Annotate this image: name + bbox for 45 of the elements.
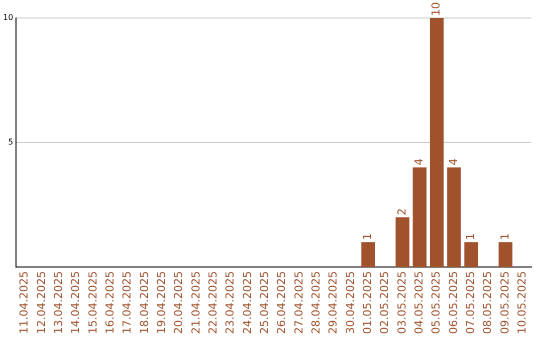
data-label: 1 [464, 233, 478, 240]
x-tick-label: 11.04.2025 [18, 271, 31, 334]
x-tick-label: 03.05.2025 [395, 271, 408, 334]
bar [396, 217, 410, 268]
data-label: 1 [498, 233, 512, 240]
bar [412, 167, 427, 268]
x-tick-label: 17.04.2025 [120, 271, 134, 334]
x-tick-label: 02.05.2025 [378, 271, 392, 334]
x-tick-label: 23.04.2025 [224, 271, 237, 334]
x-tick-label: 09.05.2025 [498, 271, 512, 334]
x-tick-label: 04.05.2025 [412, 271, 426, 334]
x-tick-label: 29.04.2025 [326, 271, 340, 334]
x-tick-label: 06.05.2025 [446, 271, 460, 334]
data-label: 4 [446, 158, 460, 166]
data-label: 1 [361, 233, 374, 240]
x-tick-label: 08.05.2025 [481, 271, 494, 334]
x-tick-label: 15.04.2025 [86, 271, 100, 334]
y-tick-label: 5 [8, 138, 14, 147]
bar [464, 242, 478, 268]
x-tick-label: 22.04.2025 [206, 271, 220, 334]
x-tick-label: 14.04.2025 [69, 271, 82, 334]
x-tick-label: 21.04.2025 [189, 271, 202, 334]
x-tick-label: 07.05.2025 [464, 271, 478, 334]
data-label: 10 [430, 2, 443, 16]
x-tick-label: 26.04.2025 [275, 271, 288, 334]
x-tick-label: 01.05.2025 [361, 271, 374, 334]
x-tick-label: 30.04.2025 [344, 271, 357, 334]
data-label: 2 [395, 208, 408, 216]
data-label: 4 [412, 158, 426, 166]
x-tick-label: 10.05.2025 [516, 271, 529, 334]
x-tick-label: 12.04.2025 [34, 271, 48, 334]
x-tick-label: 24.04.2025 [240, 271, 254, 334]
bar [430, 18, 444, 268]
x-tick-label: 18.04.2025 [138, 271, 151, 334]
x-tick-label: 16.04.2025 [103, 271, 116, 334]
x-tick-label: 20.04.2025 [172, 271, 186, 334]
x-tick-label: 28.04.2025 [309, 271, 322, 334]
bar [498, 242, 512, 268]
x-tick-label: 19.04.2025 [154, 271, 168, 334]
bar [361, 242, 376, 268]
bar [447, 167, 461, 268]
x-tick-label: 05.05.2025 [430, 271, 443, 334]
x-tick-label: 13.04.2025 [52, 271, 65, 334]
x-tick-label: 25.04.2025 [258, 271, 271, 334]
x-tick-label: 27.04.2025 [292, 271, 306, 334]
